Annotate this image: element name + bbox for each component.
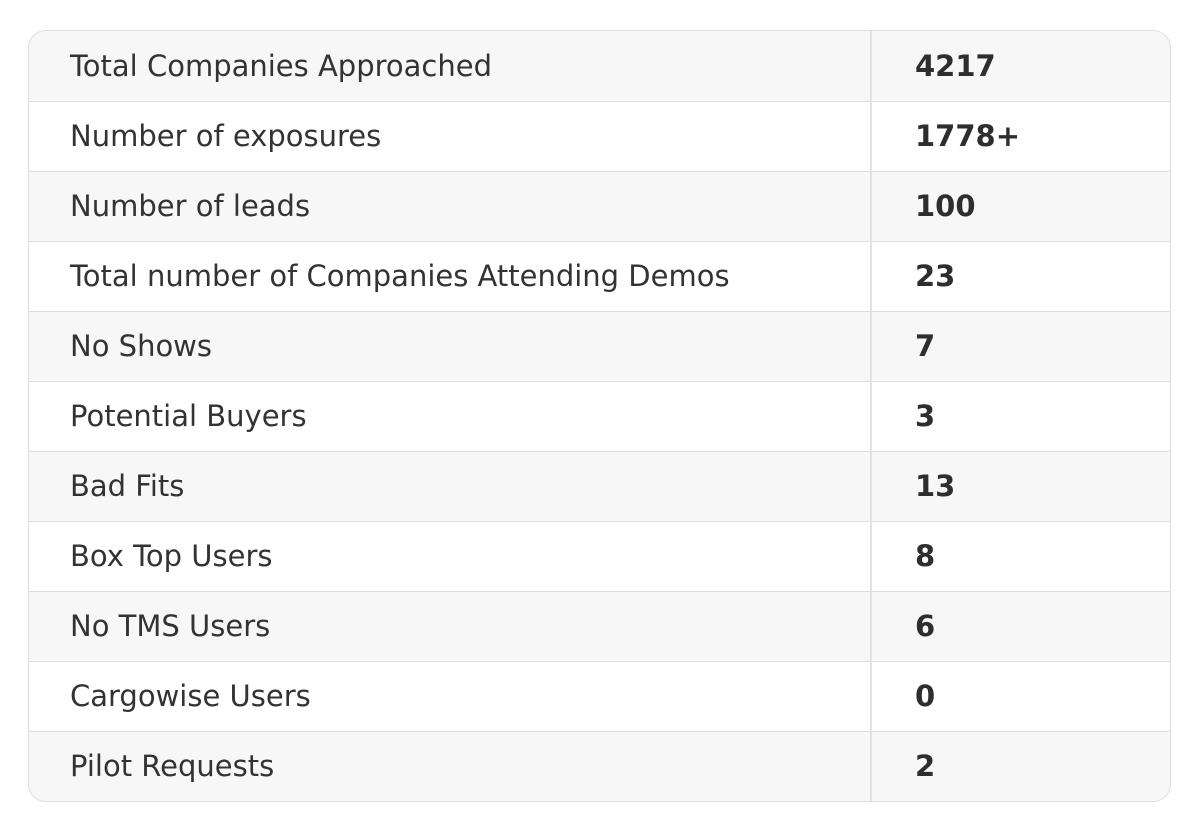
table-row: Pilot Requests 2 bbox=[29, 731, 1170, 801]
table-row: Bad Fits 13 bbox=[29, 451, 1170, 522]
table-row: Number of leads 100 bbox=[29, 171, 1170, 242]
row-label: No Shows bbox=[29, 311, 872, 382]
metrics-table-container: Total Companies Approached 4217 Number o… bbox=[28, 30, 1171, 802]
row-label: Number of leads bbox=[29, 171, 872, 242]
row-value: 6 bbox=[871, 591, 1170, 662]
table-row: Total number of Companies Attending Demo… bbox=[29, 241, 1170, 312]
table-row: Total Companies Approached 4217 bbox=[29, 31, 1170, 102]
table-row: No TMS Users 6 bbox=[29, 591, 1170, 662]
row-value: 7 bbox=[871, 311, 1170, 382]
table-row: Number of exposures 1778+ bbox=[29, 101, 1170, 172]
row-label: Number of exposures bbox=[29, 101, 872, 172]
row-label: Pilot Requests bbox=[29, 731, 872, 801]
table-row: Cargowise Users 0 bbox=[29, 661, 1170, 732]
row-value: 100 bbox=[871, 171, 1170, 242]
row-label: Box Top Users bbox=[29, 521, 872, 592]
table-row: Potential Buyers 3 bbox=[29, 381, 1170, 452]
row-value: 4217 bbox=[871, 31, 1170, 102]
row-label: Potential Buyers bbox=[29, 381, 872, 452]
row-value: 1778+ bbox=[871, 101, 1170, 172]
table-row: No Shows 7 bbox=[29, 311, 1170, 382]
row-label: Total Companies Approached bbox=[29, 31, 872, 102]
row-value: 0 bbox=[871, 661, 1170, 732]
row-value: 3 bbox=[871, 381, 1170, 452]
row-value: 23 bbox=[871, 241, 1170, 312]
row-value: 8 bbox=[871, 521, 1170, 592]
row-value: 2 bbox=[915, 749, 936, 784]
metrics-table: Total Companies Approached 4217 Number o… bbox=[29, 31, 1170, 801]
table-row: Box Top Users 8 bbox=[29, 521, 1170, 592]
row-label: Cargowise Users bbox=[29, 661, 872, 732]
row-label: Total number of Companies Attending Demo… bbox=[29, 241, 872, 312]
row-value: 13 bbox=[871, 451, 1170, 522]
row-label: No TMS Users bbox=[29, 591, 872, 662]
row-label: Bad Fits bbox=[29, 451, 872, 522]
